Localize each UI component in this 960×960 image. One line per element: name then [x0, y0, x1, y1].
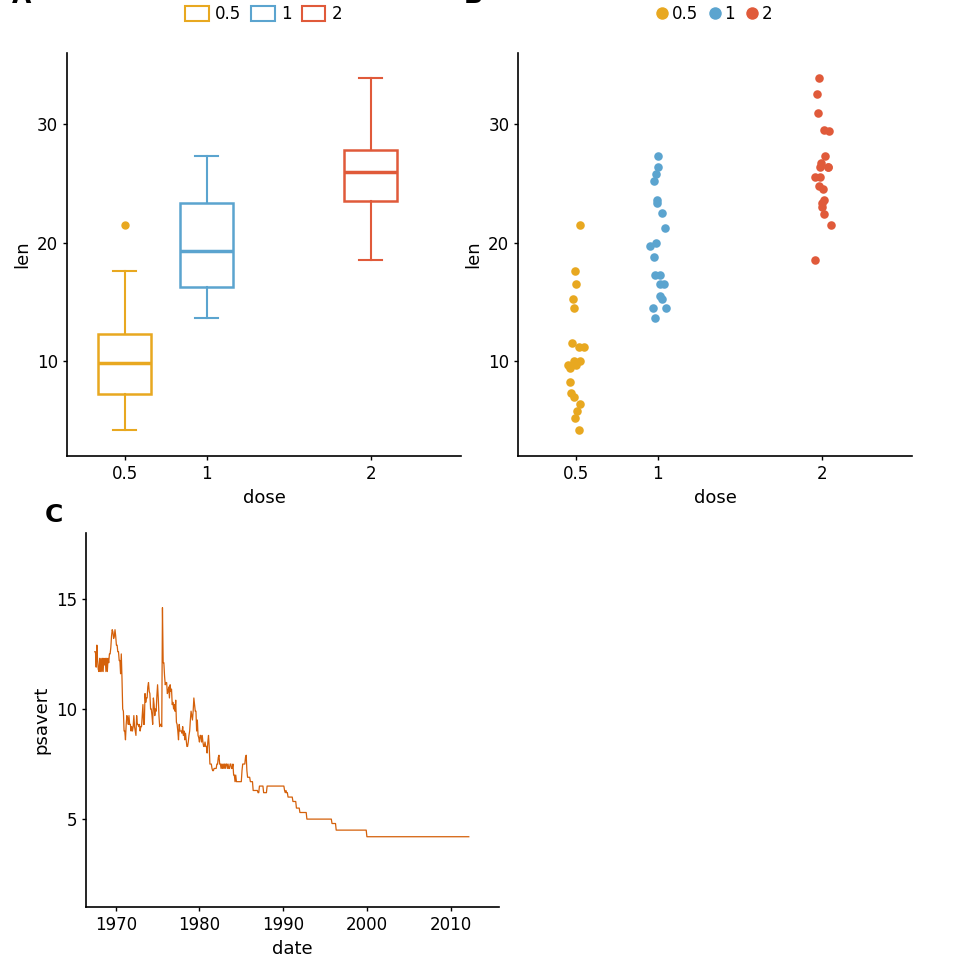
Point	[650, 159, 665, 175]
Point	[659, 300, 674, 316]
Point	[811, 178, 827, 193]
Text: A: A	[12, 0, 32, 9]
Point	[563, 361, 578, 376]
Text: B: B	[464, 0, 482, 9]
Point	[816, 122, 831, 137]
Legend: 0.5, 1, 2: 0.5, 1, 2	[652, 0, 779, 30]
Legend: 0.5, 1, 2: 0.5, 1, 2	[179, 0, 349, 30]
Point	[821, 124, 836, 139]
Point	[566, 353, 582, 369]
Y-axis label: len: len	[465, 241, 483, 268]
Point	[649, 235, 664, 251]
Point	[577, 339, 592, 354]
Point	[565, 292, 581, 307]
Point	[652, 267, 667, 282]
Point	[647, 173, 662, 188]
Point	[658, 221, 673, 236]
Point	[650, 148, 665, 163]
Point	[563, 374, 578, 390]
Point	[649, 196, 664, 211]
X-axis label: date: date	[273, 940, 313, 958]
Point	[566, 389, 582, 404]
Point	[643, 238, 659, 253]
Point	[807, 252, 823, 268]
Point	[807, 170, 823, 185]
Point	[812, 170, 828, 185]
Point	[561, 357, 576, 372]
Point	[814, 196, 829, 211]
Point	[572, 353, 588, 369]
Point	[572, 217, 588, 232]
Point	[654, 205, 669, 221]
Point	[649, 192, 664, 207]
Point	[811, 70, 827, 85]
Point	[816, 192, 831, 207]
Point	[823, 217, 838, 232]
Bar	[180, 203, 233, 287]
Point	[814, 200, 829, 215]
Point	[809, 86, 825, 102]
X-axis label: dose: dose	[694, 489, 736, 507]
Point	[653, 288, 668, 303]
Point	[810, 106, 826, 121]
Point	[566, 300, 582, 316]
Point	[571, 339, 587, 354]
Y-axis label: len: len	[13, 241, 32, 268]
Point	[571, 422, 587, 438]
Point	[572, 396, 588, 412]
Point	[645, 300, 660, 316]
Point	[812, 159, 828, 175]
Point	[648, 311, 663, 326]
Bar	[98, 334, 151, 394]
Point	[816, 206, 831, 222]
Point	[646, 249, 661, 264]
Text: C: C	[45, 503, 63, 527]
Point	[653, 276, 668, 292]
Y-axis label: psavert: psavert	[33, 685, 51, 755]
Point	[567, 410, 583, 425]
Point	[821, 159, 836, 175]
Point	[817, 148, 832, 163]
Point	[568, 276, 584, 292]
Point	[820, 159, 835, 175]
Point	[649, 166, 664, 181]
Point	[569, 403, 585, 419]
Point	[814, 156, 829, 171]
Bar	[345, 150, 396, 201]
Point	[568, 357, 584, 372]
X-axis label: dose: dose	[243, 489, 285, 507]
Point	[657, 276, 672, 292]
Point	[567, 263, 583, 278]
Point	[564, 336, 580, 351]
Point	[564, 386, 579, 401]
Point	[815, 181, 830, 197]
Point	[654, 292, 669, 307]
Point	[647, 267, 662, 282]
